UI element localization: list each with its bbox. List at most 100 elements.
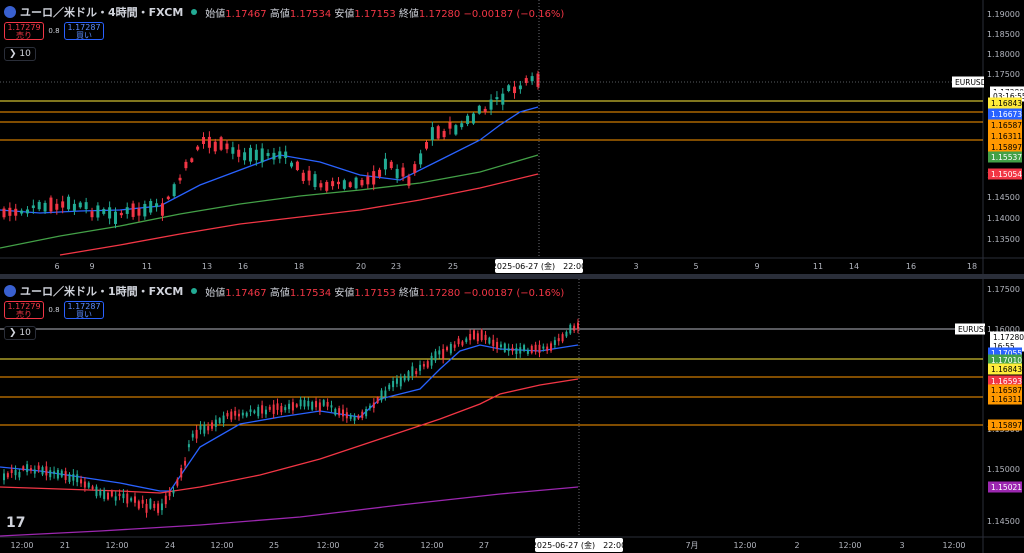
candle-body bbox=[372, 171, 376, 185]
chart-canvas-1h[interactable]: 1.175001.160001.155001.150001.1450012:00… bbox=[0, 279, 1024, 553]
candle-body bbox=[31, 205, 35, 209]
candle-body bbox=[480, 330, 483, 341]
candle-body bbox=[425, 142, 429, 149]
candle-body bbox=[426, 361, 429, 368]
candle-body bbox=[249, 409, 252, 412]
candle-body bbox=[454, 125, 458, 135]
time-axis-label: 3 bbox=[899, 541, 904, 550]
buy-button[interactable]: 1.17287 買い bbox=[64, 22, 104, 40]
candle-body bbox=[29, 468, 32, 471]
candle-body bbox=[219, 137, 223, 150]
sma-mid-line bbox=[0, 154, 539, 249]
candle-body bbox=[55, 203, 59, 210]
currency-flag-icon bbox=[4, 6, 16, 18]
price-tag-bg bbox=[988, 141, 1022, 153]
price-tag: 1.16587 bbox=[991, 386, 1022, 395]
time-axis-label: 3 bbox=[633, 262, 638, 271]
sell-button[interactable]: 1.17279 売り bbox=[4, 301, 44, 319]
candle-body bbox=[519, 347, 522, 354]
candle-body bbox=[225, 143, 229, 150]
candle-body bbox=[155, 203, 159, 208]
candle-body bbox=[518, 85, 522, 90]
chart-pane-1h[interactable]: 1.175001.160001.155001.150001.1450012:00… bbox=[0, 279, 1024, 553]
candle-body bbox=[430, 355, 433, 366]
candle-body bbox=[392, 381, 395, 388]
candle-body bbox=[72, 474, 75, 481]
candle-body bbox=[107, 492, 110, 500]
symbol-title[interactable]: ユーロ／米ドル・4時間・FXCM bbox=[20, 6, 184, 19]
candle-body bbox=[469, 334, 472, 341]
candle-body bbox=[56, 469, 59, 479]
candle-body bbox=[153, 503, 156, 508]
spread-value: 0.8 bbox=[48, 306, 60, 314]
candle-body bbox=[295, 161, 299, 171]
price-tag-bg bbox=[990, 331, 1024, 343]
candle-body bbox=[49, 470, 52, 478]
candle-body bbox=[184, 161, 188, 169]
candle-body bbox=[160, 503, 163, 511]
price-axis bbox=[983, 279, 1024, 553]
candle-body bbox=[360, 180, 364, 186]
candle-body bbox=[495, 97, 499, 100]
candle-body bbox=[349, 415, 352, 419]
candle-body bbox=[20, 210, 24, 214]
chart-pane-4h[interactable]: 1.190001.185001.180001.175001.150001.145… bbox=[0, 0, 1024, 274]
candle-body bbox=[99, 490, 102, 496]
candle-body bbox=[231, 147, 235, 154]
tradingview-logo-icon[interactable]: 17 bbox=[6, 515, 26, 531]
candle-body bbox=[313, 174, 317, 188]
currency-flag-icon bbox=[4, 285, 16, 297]
price-axis-label: 1.18500 bbox=[987, 30, 1020, 39]
candle-body bbox=[345, 412, 348, 419]
price-axis-label: 1.17500 bbox=[987, 70, 1020, 79]
price-axis-label: 1.19000 bbox=[987, 10, 1020, 19]
candle-body bbox=[536, 73, 540, 87]
candle-body bbox=[534, 344, 537, 352]
candle-body bbox=[436, 126, 440, 139]
sell-button[interactable]: 1.17279 売り bbox=[4, 22, 44, 40]
time-axis-label: 12:00 bbox=[105, 541, 128, 550]
symbol-title[interactable]: ユーロ／米ドル・1時間・FXCM bbox=[20, 285, 184, 298]
candle-body bbox=[280, 405, 283, 413]
candle-body bbox=[125, 207, 129, 214]
time-axis-label: 9 bbox=[754, 262, 759, 271]
lot-size-selector[interactable]: ❯ 10 bbox=[4, 326, 36, 340]
candle-body bbox=[199, 425, 202, 430]
candle-body bbox=[372, 402, 375, 409]
candle-body bbox=[119, 212, 123, 216]
lot-size-selector[interactable]: ❯ 10 bbox=[4, 47, 36, 61]
time-axis-label: 24 bbox=[165, 541, 175, 550]
candle-body bbox=[114, 496, 117, 501]
time-axis-label: 6 bbox=[54, 262, 59, 271]
candle-body bbox=[303, 400, 306, 407]
candle-body bbox=[37, 465, 40, 470]
pane-divider[interactable] bbox=[0, 274, 1024, 279]
price-tag-bg bbox=[990, 90, 1024, 102]
candle-body bbox=[472, 330, 475, 340]
buy-button[interactable]: 1.17287 買い bbox=[64, 301, 104, 319]
candle-body bbox=[241, 412, 244, 416]
candle-body bbox=[53, 471, 56, 474]
time-axis-label: 13 bbox=[202, 262, 212, 271]
candle-body bbox=[108, 207, 112, 219]
sma-slow-line bbox=[0, 378, 579, 494]
candle-body bbox=[96, 205, 100, 218]
candle-body bbox=[25, 209, 29, 214]
candle-body bbox=[411, 366, 414, 377]
chart-canvas-4h[interactable]: 1.190001.185001.180001.175001.150001.145… bbox=[0, 0, 1024, 274]
crosshair-time-box bbox=[495, 259, 583, 273]
candle-body bbox=[311, 401, 314, 410]
candle-body bbox=[10, 469, 13, 474]
candle-body bbox=[376, 397, 379, 403]
candle-body bbox=[234, 410, 237, 416]
candle-body bbox=[8, 207, 12, 216]
price-tag-bg bbox=[988, 354, 1022, 366]
time-axis-label: 21 bbox=[60, 541, 70, 550]
legend-1h: ユーロ／米ドル・1時間・FXCM 始値1.17467 高値1.17534 安値1… bbox=[4, 283, 564, 299]
price-tag: 1.17055 bbox=[991, 349, 1022, 358]
time-axis-label: 12:00 bbox=[420, 541, 443, 550]
candle-body bbox=[523, 345, 526, 351]
candle-body bbox=[272, 152, 276, 160]
price-tag-bg bbox=[952, 76, 984, 88]
time-axis-label: 20 bbox=[356, 262, 366, 271]
